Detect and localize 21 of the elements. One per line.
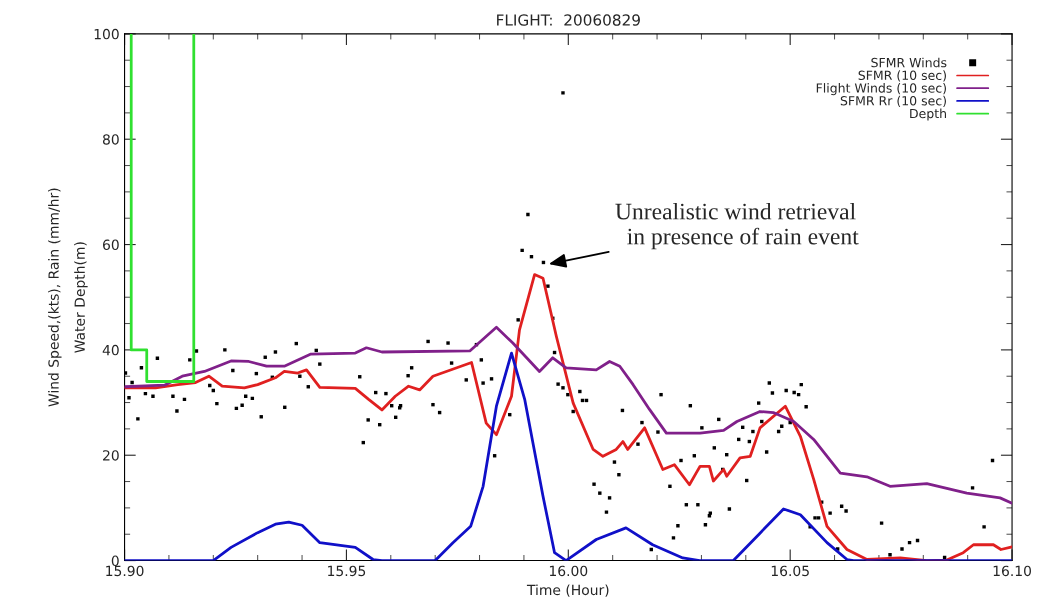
legend-label: Depth <box>910 108 946 121</box>
x-tick-label: 16.00 <box>549 565 588 577</box>
x-tick-label: 16.05 <box>771 565 809 577</box>
legend-label: SFMR Winds <box>871 57 947 68</box>
x-tick-label: 15.95 <box>328 565 366 577</box>
y-tick-label: 60 <box>103 239 119 251</box>
y-axis-title: Wind Speed,(kts), Rain (mm/hr) Water Depth(m) <box>48 188 88 407</box>
x-axis-title: Time (Hour) <box>526 584 609 597</box>
line-series <box>124 325 1013 505</box>
chart-title: FLIGHT: 20060829 <box>497 14 640 26</box>
legend-label: SFMR Rr (10 sec) <box>840 95 946 107</box>
legend-label: Flight Winds (10 sec) <box>816 83 946 96</box>
y-tick-label: 100 <box>94 28 119 40</box>
y-tick-label: 40 <box>102 344 119 356</box>
x-tick-label: 15.90 <box>106 565 144 577</box>
y-tick-label: 20 <box>103 450 119 461</box>
y-tick-label: 0 <box>111 555 119 567</box>
x-tick-label: 16.10 <box>993 565 1032 577</box>
annotation: Unrealistic wind retrieval in presence of rain event <box>615 202 859 250</box>
legend-label: SFMR (10 sec) <box>858 70 946 82</box>
y-tick-label: 80 <box>102 134 119 145</box>
